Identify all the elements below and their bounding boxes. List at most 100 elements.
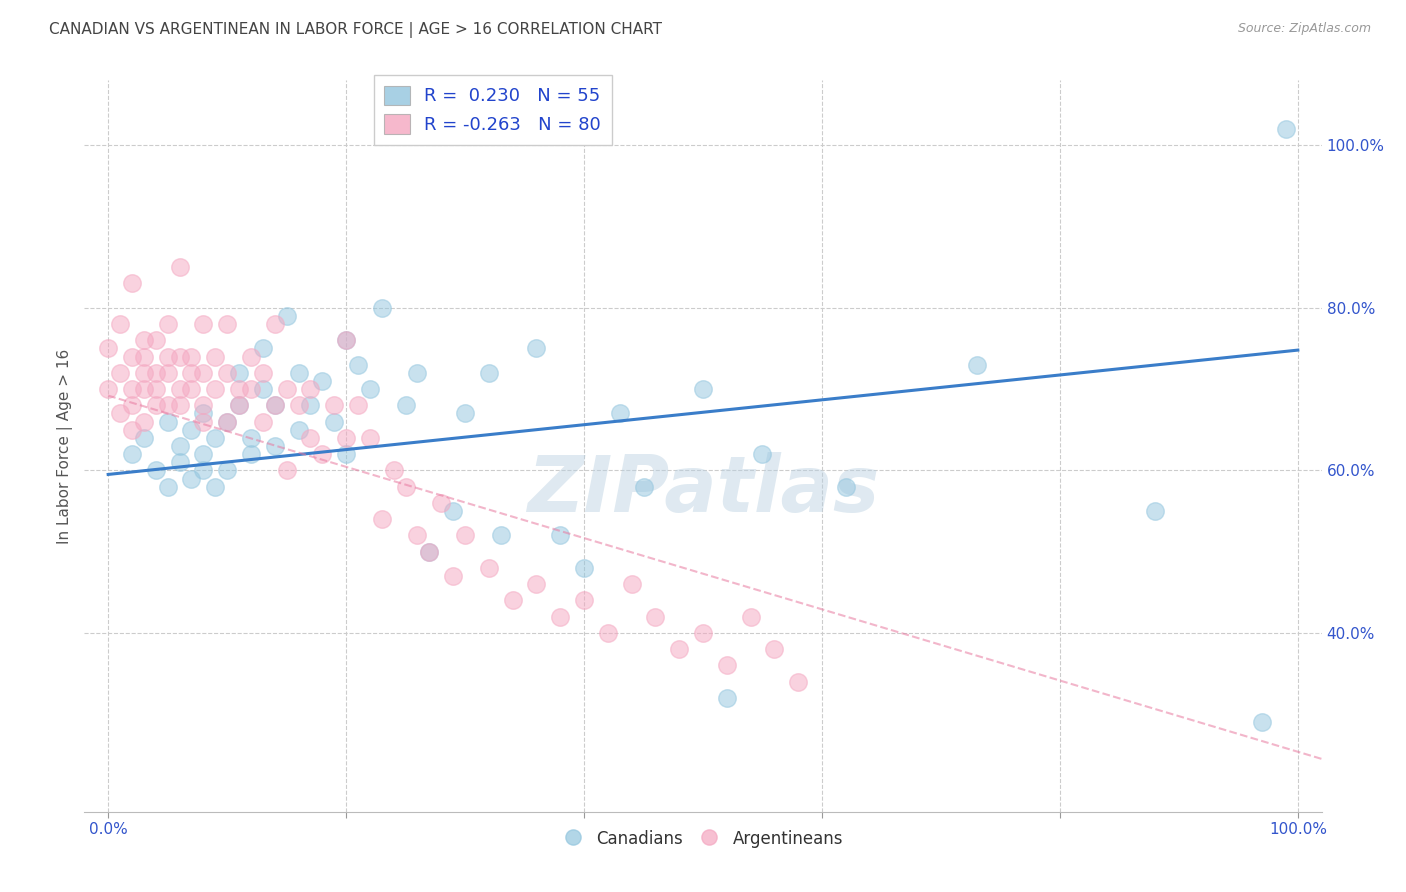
Point	[193, 407, 215, 421]
Point	[156, 350, 179, 364]
Point	[644, 609, 666, 624]
Point	[228, 398, 250, 412]
Point	[478, 561, 501, 575]
Point	[252, 382, 274, 396]
Point	[156, 415, 179, 429]
Point	[169, 260, 191, 275]
Point	[430, 496, 453, 510]
Point	[121, 447, 143, 461]
Point	[169, 382, 191, 396]
Point	[311, 447, 333, 461]
Point	[763, 642, 786, 657]
Point	[287, 398, 309, 412]
Point	[526, 342, 548, 356]
Point	[371, 512, 394, 526]
Point	[323, 415, 346, 429]
Point	[335, 447, 357, 461]
Point	[1144, 504, 1167, 518]
Point	[239, 382, 262, 396]
Point	[668, 642, 690, 657]
Point	[204, 350, 226, 364]
Point	[716, 658, 738, 673]
Point	[548, 528, 571, 542]
Point	[193, 366, 215, 380]
Point	[406, 528, 429, 542]
Point	[1275, 122, 1298, 136]
Point	[502, 593, 524, 607]
Point	[97, 342, 120, 356]
Point	[156, 317, 179, 331]
Point	[145, 334, 167, 348]
Point	[252, 415, 274, 429]
Point	[371, 301, 394, 315]
Point	[835, 480, 858, 494]
Point	[692, 382, 714, 396]
Point	[156, 398, 179, 412]
Point	[287, 366, 309, 380]
Point	[299, 431, 322, 445]
Point	[572, 593, 595, 607]
Point	[97, 382, 120, 396]
Point	[454, 528, 477, 542]
Point	[406, 366, 429, 380]
Point	[359, 431, 381, 445]
Point	[169, 350, 191, 364]
Point	[335, 431, 357, 445]
Point	[596, 626, 619, 640]
Point	[323, 398, 346, 412]
Point	[132, 415, 155, 429]
Point	[180, 350, 202, 364]
Point	[692, 626, 714, 640]
Point	[108, 366, 131, 380]
Point	[193, 317, 215, 331]
Point	[311, 374, 333, 388]
Point	[156, 480, 179, 494]
Legend: Canadians, Argentineans: Canadians, Argentineans	[555, 823, 851, 855]
Point	[394, 398, 416, 412]
Point	[204, 382, 226, 396]
Point	[217, 463, 239, 477]
Point	[716, 690, 738, 705]
Point	[252, 366, 274, 380]
Point	[204, 480, 226, 494]
Point	[193, 447, 215, 461]
Point	[228, 366, 250, 380]
Point	[217, 366, 239, 380]
Point	[572, 561, 595, 575]
Point	[193, 463, 215, 477]
Point	[132, 350, 155, 364]
Point	[620, 577, 643, 591]
Point	[263, 439, 285, 453]
Point	[287, 423, 309, 437]
Point	[1251, 715, 1274, 730]
Point	[145, 398, 167, 412]
Point	[204, 431, 226, 445]
Point	[740, 609, 762, 624]
Point	[478, 366, 501, 380]
Point	[193, 398, 215, 412]
Point	[394, 480, 416, 494]
Point	[441, 504, 464, 518]
Point	[418, 544, 440, 558]
Point	[418, 544, 440, 558]
Point	[217, 415, 239, 429]
Point	[132, 431, 155, 445]
Point	[121, 277, 143, 291]
Point	[145, 463, 167, 477]
Point	[121, 382, 143, 396]
Point	[132, 366, 155, 380]
Point	[489, 528, 512, 542]
Point	[169, 455, 191, 469]
Point	[239, 447, 262, 461]
Point	[441, 569, 464, 583]
Point	[193, 415, 215, 429]
Point	[335, 334, 357, 348]
Point	[276, 382, 298, 396]
Point	[526, 577, 548, 591]
Point	[454, 407, 477, 421]
Point	[751, 447, 773, 461]
Y-axis label: In Labor Force | Age > 16: In Labor Force | Age > 16	[58, 349, 73, 543]
Point	[276, 463, 298, 477]
Point	[276, 309, 298, 323]
Point	[145, 382, 167, 396]
